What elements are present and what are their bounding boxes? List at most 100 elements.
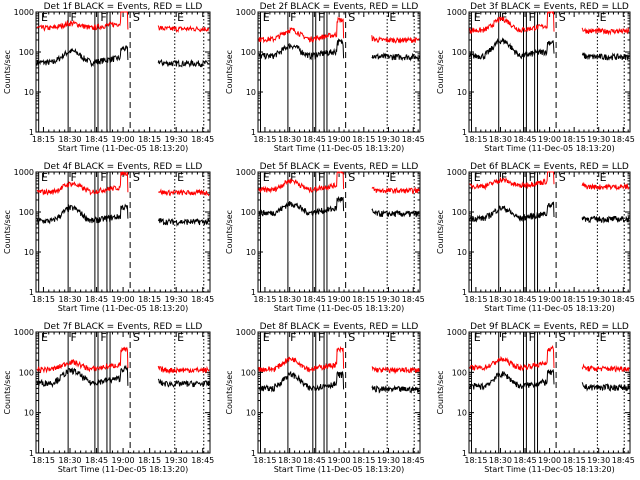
x-tick-label: 18:45 (612, 295, 635, 304)
x-tick-label: 19:00 (112, 295, 135, 304)
annotation-label: E (389, 331, 396, 344)
y-axis-label: Counts/sec (225, 370, 234, 414)
annotation-label: F (290, 331, 296, 344)
chart-panel-9: Det 9f BLACK = Events, RED = LLD 1 10 100 10… (436, 322, 635, 474)
annotation-label: E (600, 331, 607, 344)
y-tick-label: 1 (462, 128, 467, 137)
y-tick-label: 1000 (236, 168, 256, 177)
panel-title: Det 1f BLACK = Events, RED = LLD (44, 2, 203, 12)
x-tick-label: 19:30 (165, 135, 188, 144)
x-tick-label: 18:45 (303, 456, 326, 465)
x-tick-label: 18:15 (32, 456, 55, 465)
axes-frame (468, 171, 631, 293)
y-tick-label: 1000 (14, 8, 34, 17)
y-tick-label: 100 (452, 208, 467, 217)
x-tick-label: 18:30 (278, 295, 301, 304)
panel-title: Det 3f BLACK = Events, RED = LLD (470, 2, 629, 12)
y-tick-label: 10 (246, 88, 256, 97)
chart-panel-4: Det 4f BLACK = Events, RED = LLD 1 10 100 10… (3, 162, 214, 313)
annotation-label: F (100, 11, 106, 24)
annotation-label: E (41, 331, 48, 344)
x-tick-label: 18:15 (563, 295, 586, 304)
annotation-label: E (600, 171, 607, 184)
x-tick-label: 19:00 (112, 135, 135, 144)
x-tick-label: 19:00 (112, 456, 135, 465)
events-series-line (581, 215, 630, 224)
y-axis-label: Counts/sec (3, 370, 12, 414)
annotation-label: E (177, 171, 184, 184)
axes-frame (257, 11, 421, 133)
x-tick-label: 18:15 (352, 295, 375, 304)
x-tick-label: 18:45 (513, 456, 536, 465)
lld-series-line (157, 24, 210, 34)
annotation-label: F (501, 11, 507, 24)
annotation-label: F (70, 331, 76, 344)
y-tick-label: 10 (457, 248, 467, 257)
x-tick-label: 18:45 (85, 456, 108, 465)
x-tick-label: 18:45 (612, 456, 635, 465)
x-tick-label: 18:15 (138, 456, 161, 465)
y-tick-label: 100 (452, 48, 467, 57)
annotation-label: S (559, 11, 566, 24)
x-axis-label: Start Time (11-Dec-05 18:13:20) (274, 465, 405, 474)
panel-title: Det 5f BLACK = Events, RED = LLD (260, 162, 419, 172)
axes-frame (35, 11, 211, 133)
x-tick-label: 19:30 (377, 135, 400, 144)
x-tick-label: 18:30 (58, 456, 81, 465)
annotation-label: E (177, 11, 184, 24)
x-tick-label: 18:30 (489, 456, 512, 465)
annotation-label: F (318, 171, 324, 184)
y-tick-label: 100 (19, 368, 34, 377)
y-tick-label: 1000 (447, 168, 467, 177)
events-series-line (157, 217, 210, 228)
annotation-label: E (600, 11, 607, 24)
annotation-label: S (559, 171, 566, 184)
events-series-line (157, 58, 210, 68)
events-series-line (469, 37, 555, 61)
y-axis-label: Counts/sec (436, 370, 445, 414)
lld-series-line (36, 11, 129, 32)
x-tick-label: 18:15 (32, 135, 55, 144)
x-axis-label: Start Time (11-Dec-05 18:13:20) (484, 465, 615, 474)
x-axis-label: Start Time (11-Dec-05 18:13:20) (274, 144, 405, 153)
annotation-label: F (529, 331, 535, 344)
events-series-line (36, 203, 129, 225)
lld-series-line (581, 181, 630, 191)
x-tick-label: 19:00 (328, 295, 351, 304)
x-tick-label: 18:15 (253, 295, 276, 304)
x-axis-label: Start Time (11-Dec-05 18:13:20) (58, 144, 189, 153)
x-tick-label: 19:30 (377, 295, 400, 304)
y-tick-label: 1000 (14, 168, 34, 177)
y-tick-label: 10 (24, 88, 34, 97)
lld-series-line (371, 186, 420, 194)
annotation-label: F (501, 171, 507, 184)
annotation-label: S (348, 171, 355, 184)
y-tick-label: 10 (457, 409, 467, 418)
annotation-label: F (100, 171, 106, 184)
x-tick-label: 19:00 (538, 295, 561, 304)
x-tick-label: 19:30 (587, 135, 610, 144)
y-axis-label: Counts/sec (3, 50, 12, 94)
y-tick-label: 100 (19, 208, 34, 217)
lld-series-line (158, 188, 210, 197)
y-axis-label: Counts/sec (225, 210, 234, 254)
x-tick-label: 18:45 (85, 295, 108, 304)
annotation-label: E (389, 11, 396, 24)
events-series-line (371, 384, 420, 394)
x-tick-label: 18:45 (612, 135, 635, 144)
annotation-label: F (70, 171, 76, 184)
y-tick-label: 10 (24, 409, 34, 418)
x-tick-label: 18:45 (402, 295, 425, 304)
axes-frame (35, 171, 211, 293)
lld-series-line (258, 171, 345, 194)
y-tick-label: 1 (29, 128, 34, 137)
y-tick-label: 1000 (447, 8, 467, 17)
panel-title: Det 8f BLACK = Events, RED = LLD (260, 322, 419, 332)
y-tick-label: 100 (241, 48, 256, 57)
panel-title: Det 7f BLACK = Events, RED = LLD (44, 322, 203, 332)
x-tick-label: 18:15 (464, 135, 487, 144)
lld-series-line (36, 346, 129, 374)
panel-title: Det 6f BLACK = Events, RED = LLD (470, 162, 629, 172)
x-tick-label: 18:45 (191, 456, 214, 465)
